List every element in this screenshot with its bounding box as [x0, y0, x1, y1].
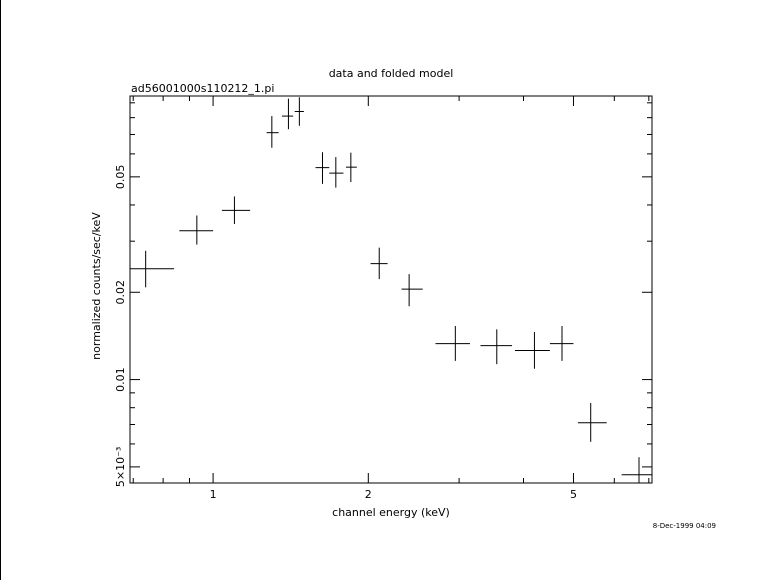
- axes-layer: 1 2 5 5×10⁻³ 0.01 0.02 0.05: [114, 96, 652, 501]
- data-point: [514, 331, 550, 369]
- data-point: [266, 116, 279, 148]
- data-point: [345, 152, 357, 182]
- data-point: [480, 329, 513, 365]
- y-tick-label: 0.01: [114, 367, 127, 392]
- data-point: [621, 457, 652, 483]
- data-point: [549, 326, 574, 361]
- data-point: [370, 247, 388, 280]
- chart-subtitle: ad56001000s110212_1.pi: [131, 82, 274, 95]
- x-tick-label: 1: [210, 488, 217, 501]
- y-tick-label: 5×10⁻³: [114, 447, 127, 487]
- window-left-border: [0, 0, 1, 580]
- data-point: [577, 403, 607, 442]
- data-point: [401, 274, 423, 307]
- x-axis-label: channel energy (keV): [332, 506, 450, 519]
- data-point: [329, 157, 344, 188]
- x-tick-label: 5: [570, 488, 577, 501]
- data-point: [435, 326, 471, 361]
- chart-title: data and folded model: [329, 67, 454, 80]
- data-point: [130, 250, 175, 288]
- data-layer: [130, 97, 652, 483]
- plot-frame: [129, 95, 653, 484]
- x-tick-label: 2: [365, 488, 372, 501]
- data-point: [179, 215, 214, 245]
- data-point: [281, 98, 294, 130]
- y-tick-label: 0.05: [114, 165, 127, 190]
- data-point: [221, 196, 251, 224]
- footer-timestamp: 8-Dec-1999 04:09: [653, 522, 716, 530]
- y-axis-label: normalized counts/sec/keV: [90, 212, 103, 360]
- data-point: [315, 152, 330, 184]
- data-point: [294, 97, 304, 126]
- y-tick-label: 0.02: [114, 280, 127, 305]
